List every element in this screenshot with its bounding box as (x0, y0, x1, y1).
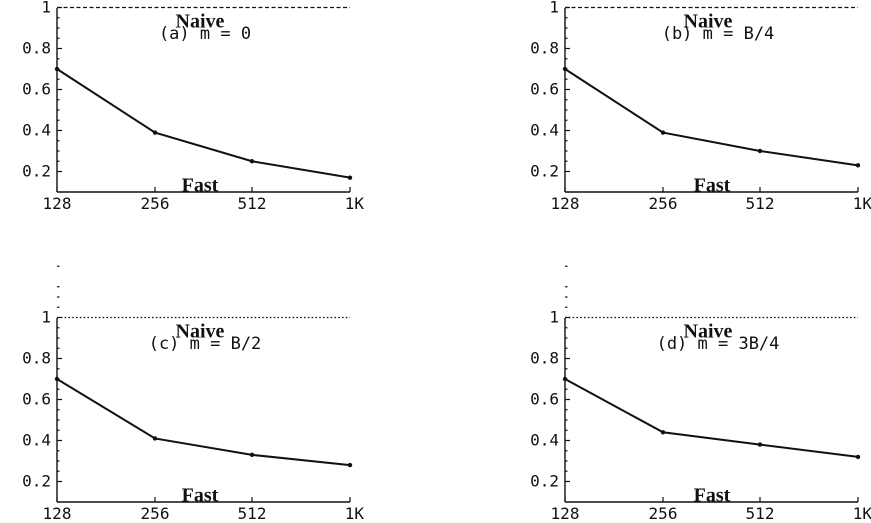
y-tick-label: 0.8 (530, 349, 559, 368)
fast-data-point (855, 163, 861, 168)
y-tick-label: 0.2 (530, 472, 559, 491)
fast-data-point (855, 454, 861, 460)
x-tick-label: 256 (649, 194, 678, 213)
y-tick-label: 0.2 (530, 162, 559, 181)
y-tick-label: 0.4 (22, 121, 51, 140)
y-tick-label: 1 (41, 308, 51, 327)
fast-data-point (347, 462, 353, 468)
x-tick-label: 1K (853, 194, 871, 213)
chart-panel: 0.2 0.4 0.6 0.8 1 128 256 512 1K (b) m = B/4Naive… (530, 0, 871, 213)
series-label-fast: Fast (182, 485, 219, 507)
y-tick-label: 0.4 (530, 431, 559, 450)
series-label-naive: Naive (684, 11, 733, 33)
fast-series-line (56, 68, 351, 179)
y-tick-label: 0.8 (22, 39, 51, 58)
fast-series-line (564, 378, 859, 458)
fast-data-point (347, 175, 353, 180)
fast-data-point (54, 376, 60, 382)
x-tick-label: 512 (238, 504, 267, 523)
x-tick-label: 256 (141, 504, 170, 523)
x-tick-label: 1K (853, 504, 871, 523)
x-tick-label: 128 (551, 194, 580, 213)
y-tick-label: 0.8 (22, 349, 51, 368)
x-tick-label: 512 (238, 194, 267, 213)
fast-data-point (249, 159, 255, 164)
chart-panel: 0.2 0.4 0.6 0.8 1 128 256 512 1K (d) m = 3B/4Naiv… (530, 265, 871, 523)
x-tick-label: 128 (43, 504, 72, 523)
fast-data-point (249, 452, 255, 458)
chart-title: (a) m = 0 (159, 24, 251, 44)
y-tick-label: 0.6 (22, 390, 51, 409)
y-tick-label: 0.8 (530, 39, 559, 58)
fast-series-line (56, 378, 351, 467)
chart-title: (d) m = 3B/4 (657, 334, 780, 354)
y-tick-label: 0.4 (22, 431, 51, 450)
fast-series-line (564, 68, 859, 167)
series-label-naive: Naive (176, 321, 225, 343)
fast-data-point (54, 66, 60, 72)
fast-data-point (660, 130, 666, 135)
x-tick-label: 128 (43, 194, 72, 213)
y-tick-label: 0.6 (530, 390, 559, 409)
series-label-fast: Fast (694, 175, 731, 197)
chart-title: (c) m = B/2 (149, 334, 262, 354)
y-tick-label: 1 (549, 308, 559, 327)
x-tick-label: 256 (649, 504, 678, 523)
fast-data-point (152, 130, 158, 135)
fast-data-point (757, 442, 763, 447)
x-tick-label: 512 (746, 194, 775, 213)
y-tick-label: 0.2 (22, 472, 51, 491)
x-tick-label: 1K (345, 504, 365, 523)
chart-title: (b) m = B/4 (662, 24, 775, 44)
x-tick-label: 256 (141, 194, 170, 213)
fast-data-point (562, 66, 568, 72)
chart-panel: 0.2 0.4 0.6 0.8 1 128 256 512 1K (c) m = B/2Naive… (22, 265, 365, 523)
y-tick-label: 0.6 (530, 80, 559, 99)
x-tick-label: 512 (746, 504, 775, 523)
series-label-fast: Fast (694, 485, 731, 507)
x-tick-label: 128 (551, 504, 580, 523)
fast-data-point (152, 436, 158, 441)
y-tick-label: 0.4 (530, 121, 559, 140)
y-tick-label: 0.2 (22, 162, 51, 181)
fast-data-point (757, 148, 763, 154)
x-tick-label: 1K (345, 194, 365, 213)
series-label-fast: Fast (182, 175, 219, 197)
fast-data-point (660, 430, 666, 435)
y-tick-label: 1 (41, 0, 51, 17)
fast-data-point (562, 376, 568, 382)
series-label-naive: Naive (176, 11, 225, 33)
series-label-naive: Naive (684, 321, 733, 343)
y-tick-label: 0.6 (22, 80, 51, 99)
y-tick-label: 1 (549, 0, 559, 17)
